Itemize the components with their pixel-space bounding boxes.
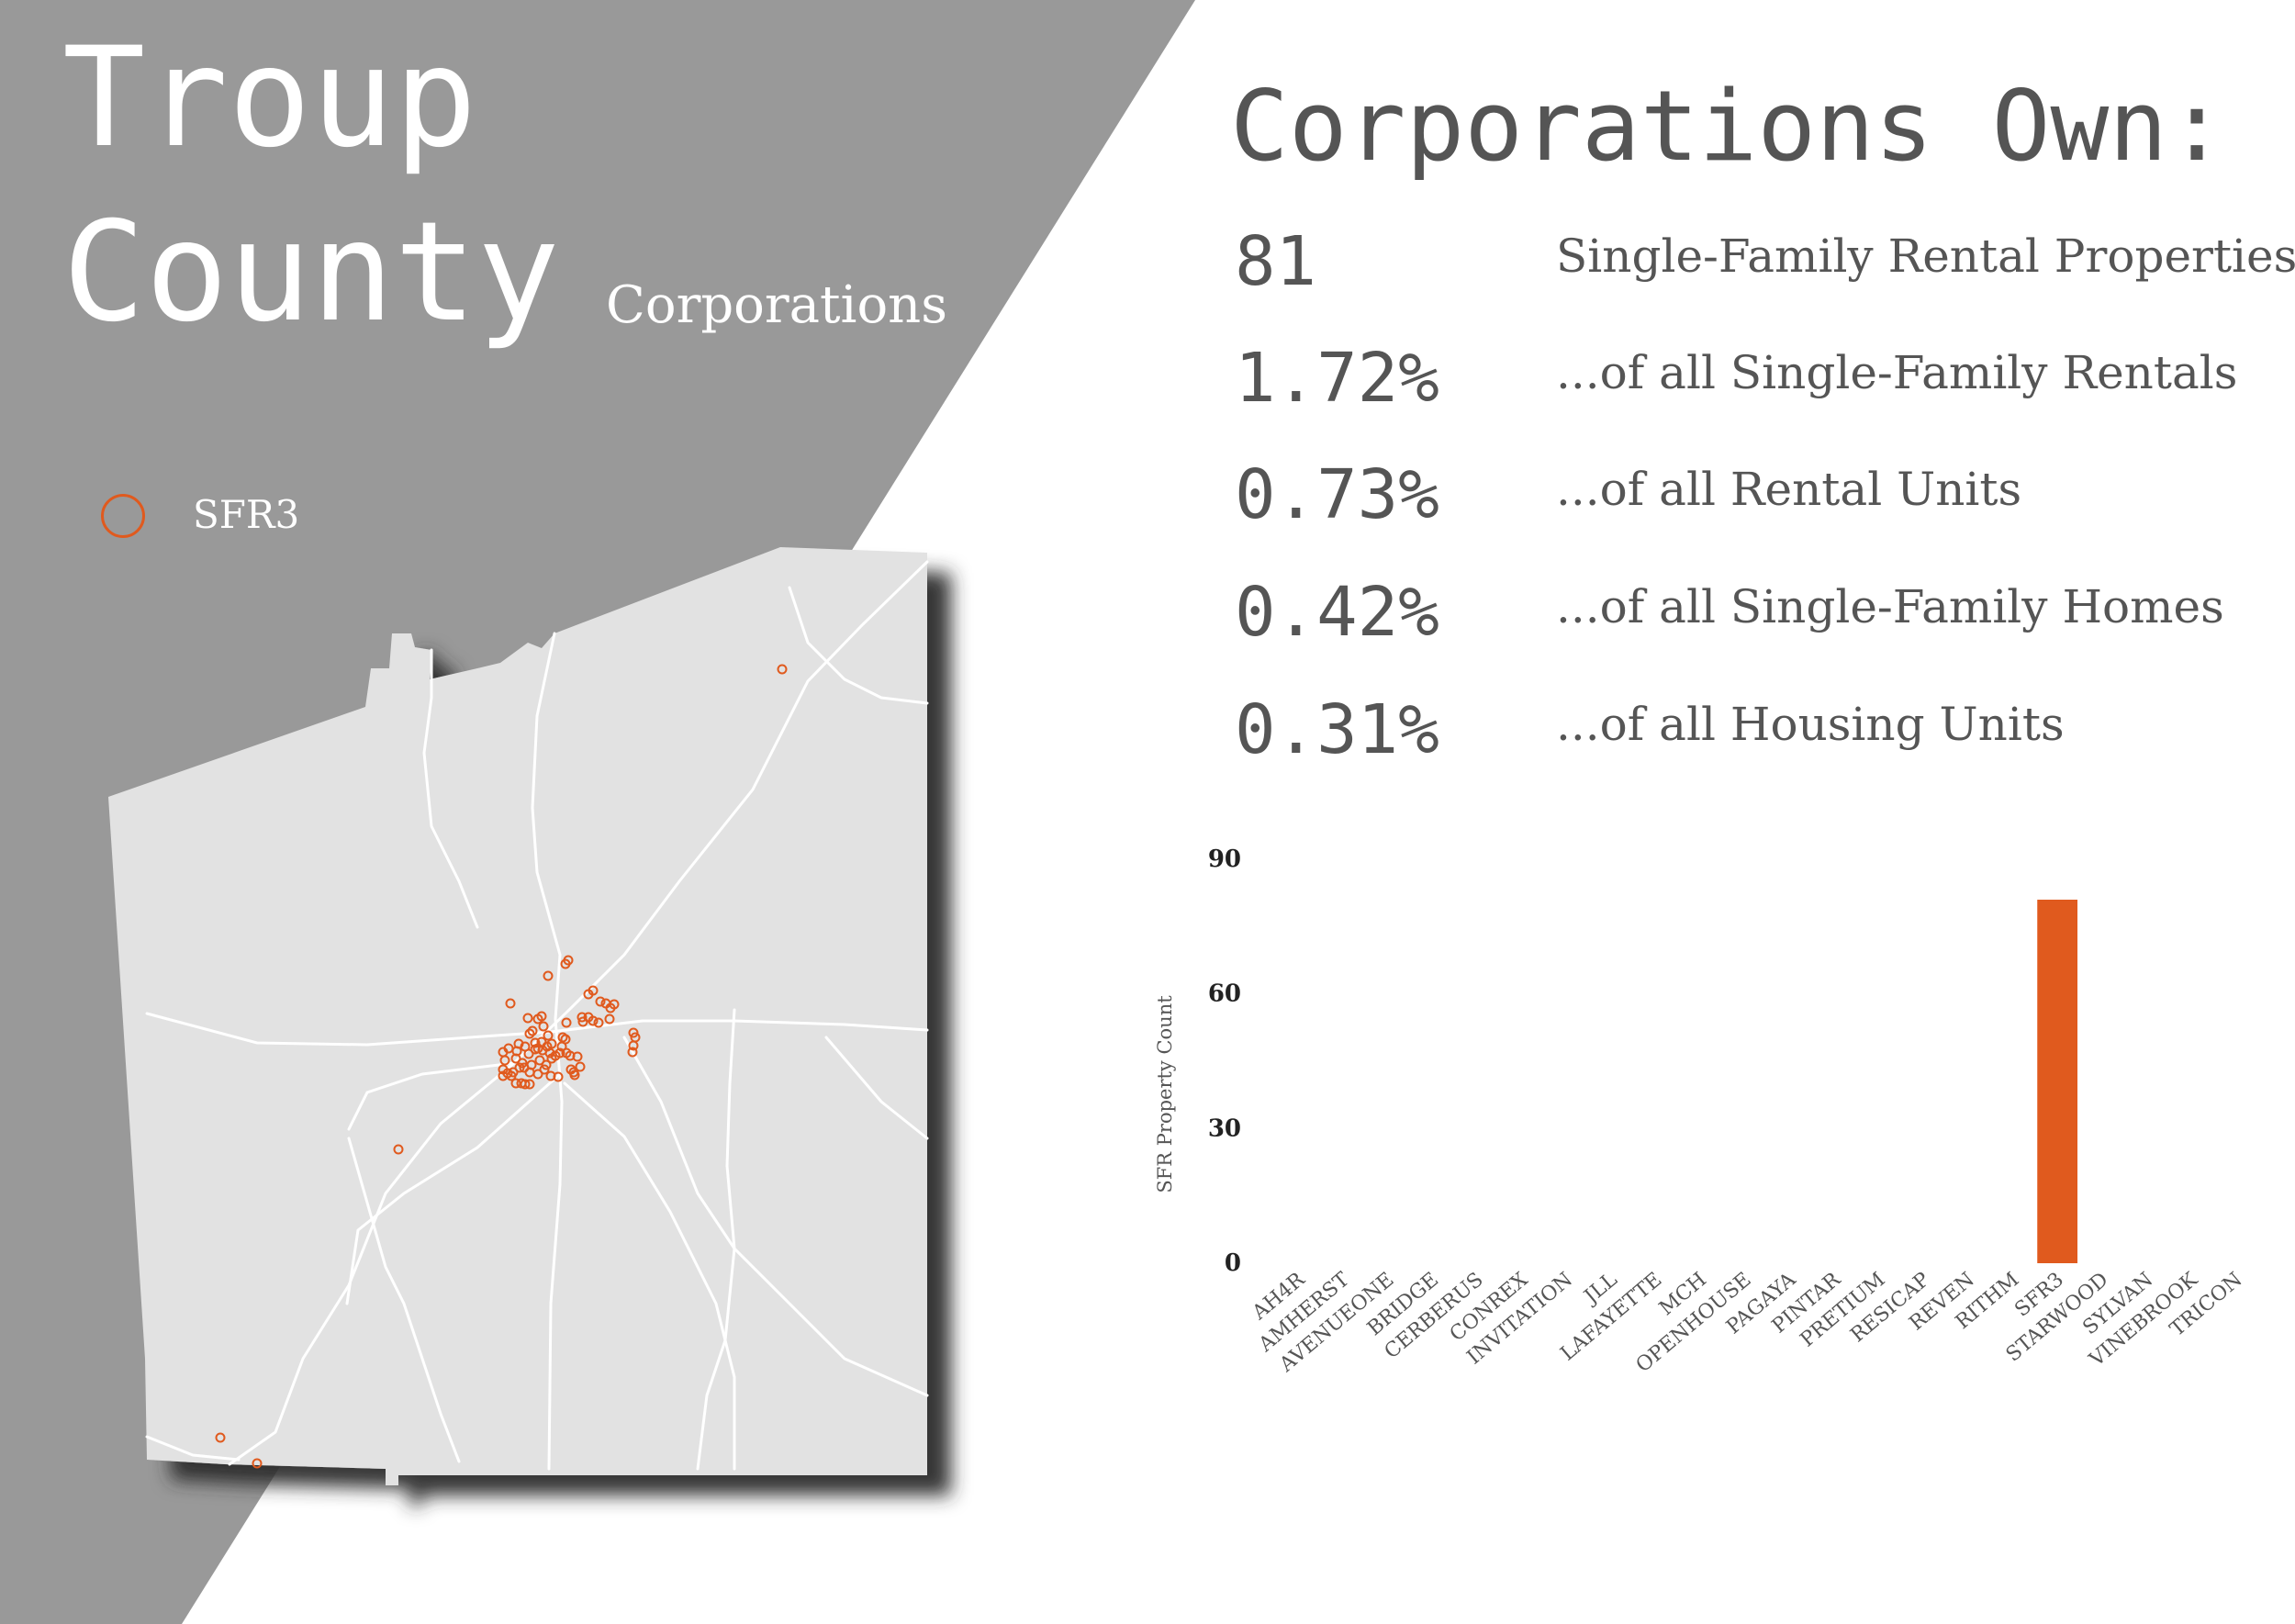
stat-label: ...of all Single-Family Rentals xyxy=(1556,346,2238,399)
road xyxy=(422,648,479,929)
legend-label: SFR3 xyxy=(193,492,300,537)
property-point xyxy=(543,970,554,981)
property-point xyxy=(572,1051,583,1062)
property-point xyxy=(556,1041,567,1052)
property-point xyxy=(541,1059,552,1070)
property-point xyxy=(520,1041,531,1052)
road-network xyxy=(145,560,929,1471)
property-point xyxy=(252,1458,263,1469)
property-point xyxy=(588,1015,599,1026)
stat-value: 1.72% xyxy=(1235,339,1439,418)
stats-heading: Corporations Own: xyxy=(1230,70,2226,183)
property-point xyxy=(524,1028,535,1039)
stat-label: ...of all Housing Units xyxy=(1556,698,2065,751)
stat-value: 81 xyxy=(1235,222,1317,301)
property-point xyxy=(543,1030,554,1041)
property-point xyxy=(595,996,606,1007)
property-point xyxy=(510,1053,521,1064)
y-axis-label: SFR Property Count xyxy=(1154,995,1176,1193)
road xyxy=(347,1137,461,1463)
road xyxy=(347,1061,516,1131)
property-point xyxy=(577,1012,588,1023)
property-point xyxy=(393,1144,404,1155)
property-point xyxy=(534,1055,545,1066)
property-point xyxy=(561,1017,572,1028)
y-axis-ticks: 0 30 60 90 xyxy=(1208,846,1241,1277)
x-axis-ticks: AH4RAMHERSTAVENUEONEBRIDGECERBERUSCONREX… xyxy=(1248,1268,2246,1378)
y-tick-label: 90 xyxy=(1208,846,1241,873)
bar xyxy=(2037,900,2078,1263)
stat-value: 0.31% xyxy=(1235,690,1439,769)
property-point xyxy=(546,1038,557,1049)
property-point xyxy=(583,989,594,1000)
y-tick-label: 0 xyxy=(1225,1249,1241,1277)
county-title-line-2: County xyxy=(62,193,560,353)
stat-label: ...of all Rental Units xyxy=(1556,463,2022,516)
subtitle: Corporations xyxy=(606,275,947,335)
road xyxy=(228,560,929,1466)
property-point xyxy=(628,1040,639,1051)
property-point xyxy=(628,1027,639,1038)
property-point xyxy=(527,1025,538,1036)
property-point xyxy=(777,664,788,675)
road xyxy=(345,1072,562,1305)
road xyxy=(563,1081,736,1471)
county-boundary xyxy=(108,547,927,1485)
property-point xyxy=(553,1071,564,1082)
stat-label: ...of all Single-Family Homes xyxy=(1556,580,2224,633)
property-point xyxy=(546,1053,557,1064)
property-point xyxy=(593,1017,604,1028)
property-point xyxy=(522,1013,533,1024)
property-point xyxy=(532,1069,543,1080)
property-point xyxy=(514,1062,525,1073)
property-point xyxy=(215,1432,226,1443)
property-point xyxy=(524,1079,535,1090)
legend-circle-icon xyxy=(101,494,145,538)
property-point xyxy=(605,1002,616,1014)
property-point xyxy=(575,1061,586,1072)
property-point xyxy=(577,1016,588,1027)
property-point xyxy=(536,1011,547,1022)
property-point xyxy=(498,1070,509,1081)
property-point xyxy=(520,1079,531,1090)
property-point xyxy=(539,1064,550,1075)
property-point xyxy=(627,1047,638,1058)
bars xyxy=(2037,900,2078,1263)
property-point xyxy=(505,998,516,1009)
property-point xyxy=(532,1043,543,1054)
stat-label: Single-Family Rental Properties xyxy=(1556,230,2295,283)
y-tick-label: 60 xyxy=(1208,980,1241,1008)
property-point xyxy=(499,1055,510,1066)
property-point xyxy=(554,1047,565,1058)
property-point xyxy=(565,1064,577,1075)
y-tick-label: 30 xyxy=(1208,1114,1241,1142)
road xyxy=(145,1435,241,1462)
road xyxy=(788,586,929,705)
road xyxy=(696,1008,736,1471)
stat-value: 0.73% xyxy=(1235,455,1439,534)
property-point xyxy=(560,958,571,969)
road xyxy=(824,1036,929,1140)
property-point xyxy=(530,1037,541,1048)
bar-chart: 0 30 60 90 AH4RAMHERSTAVENUEONEBRIDGECERBER… xyxy=(1154,846,2247,1378)
stat-value: 0.42% xyxy=(1235,573,1439,652)
sfr3-property-points xyxy=(215,664,788,1469)
road xyxy=(531,632,564,1471)
property-point xyxy=(526,1059,537,1070)
property-point xyxy=(538,1021,549,1032)
county-title-line-1: Troup xyxy=(62,18,477,178)
property-point xyxy=(510,1078,521,1089)
property-point xyxy=(604,1014,615,1025)
